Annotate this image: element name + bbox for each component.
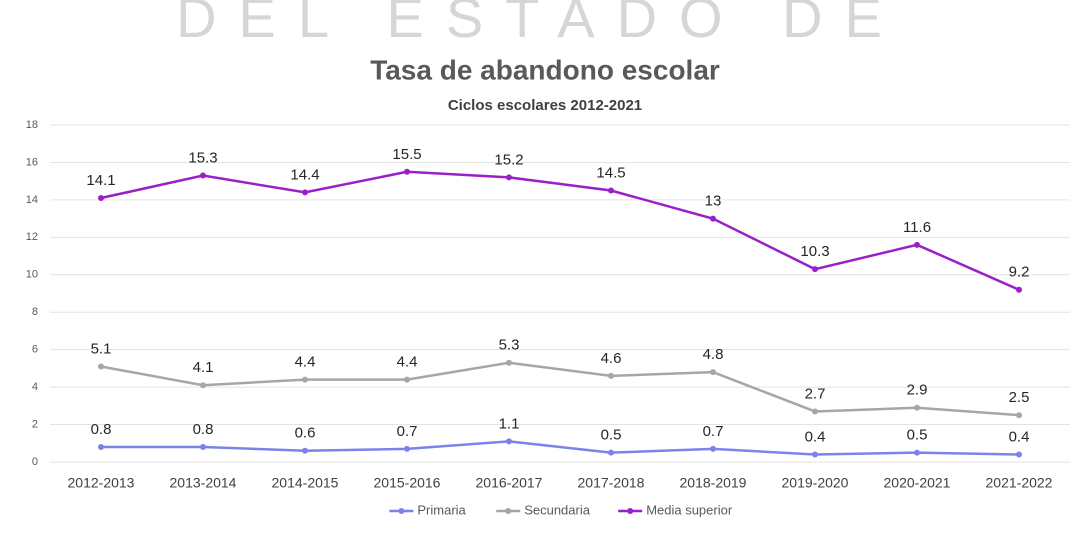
data-label: 11.6 [903, 219, 931, 236]
data-label: 0.4 [805, 428, 826, 445]
point [404, 168, 410, 175]
data-label: 5.1 [91, 340, 112, 357]
data-label: 0.7 [703, 423, 724, 440]
data-label: 1.1 [499, 415, 520, 432]
y-tick-label: 6 [32, 344, 38, 356]
x-tick-label: 2016-2017 [476, 475, 543, 491]
point [404, 445, 410, 452]
x-tick-label: 2015-2016 [374, 475, 441, 491]
point [710, 369, 716, 376]
y-tick-label: 2 [32, 418, 38, 430]
point [710, 445, 716, 452]
point [608, 187, 614, 194]
x-tick-label: 2018-2019 [680, 475, 747, 491]
point [200, 444, 206, 451]
data-label: 0.4 [1009, 428, 1030, 445]
data-label: 0.8 [91, 421, 112, 438]
y-tick-label: 14 [26, 194, 38, 206]
data-label: 15.5 [392, 146, 421, 163]
point [1016, 412, 1022, 419]
data-label: 0.5 [907, 427, 928, 444]
data-label: 0.7 [397, 423, 418, 440]
x-tick-label: 2020-2021 [884, 475, 951, 491]
point [1016, 286, 1022, 293]
y-tick-label: 8 [32, 306, 38, 318]
x-tick-label: 2014-2015 [272, 475, 339, 491]
data-label: 4.1 [193, 359, 214, 376]
y-tick-label: 0 [32, 456, 38, 468]
y-tick-label: 4 [32, 381, 38, 393]
data-label: 0.5 [601, 427, 622, 444]
data-label: 15.3 [188, 150, 217, 167]
data-label: 2.5 [1009, 389, 1030, 406]
data-label: 14.4 [290, 166, 319, 183]
point [302, 376, 308, 383]
point [302, 189, 308, 196]
x-tick-label: 2021-2022 [986, 475, 1053, 491]
y-tick-label: 10 [26, 269, 38, 281]
point [914, 404, 920, 411]
data-label: 2.7 [805, 385, 826, 402]
y-tick-label: 12 [26, 231, 38, 243]
point [98, 363, 104, 370]
x-tick-label: 2013-2014 [170, 475, 237, 491]
point [506, 174, 512, 181]
point [812, 408, 818, 415]
point [98, 195, 104, 202]
data-label: 9.2 [1009, 264, 1030, 281]
series-line [100, 170, 1020, 291]
data-label: 2.9 [907, 382, 928, 399]
point [506, 438, 512, 445]
chart-subtitle: Ciclos escolares 2012-2021 [448, 97, 642, 114]
data-label: 4.6 [601, 350, 622, 367]
x-tick-label: 2012-2013 [68, 475, 135, 491]
legend-marker [398, 508, 405, 514]
point [1016, 451, 1022, 458]
data-label: 0.8 [193, 421, 214, 438]
data-label: 0.6 [295, 425, 316, 442]
point [302, 447, 308, 454]
point [812, 266, 818, 273]
x-tick-label: 2017-2018 [578, 475, 645, 491]
data-label: 4.4 [397, 354, 418, 371]
point [812, 451, 818, 458]
point [200, 382, 206, 389]
data-label: 13 [705, 193, 722, 210]
series-line [100, 361, 1020, 417]
point [98, 444, 104, 451]
banner: DEL ESTADO DE [176, 0, 904, 49]
point [608, 449, 614, 456]
series-line [101, 440, 1020, 456]
data-label: 14.1 [86, 172, 115, 189]
legend-marker [505, 508, 512, 514]
point [506, 359, 512, 366]
point [608, 372, 614, 379]
data-label: 5.3 [499, 337, 520, 354]
legend-marker [627, 508, 634, 514]
point [404, 376, 410, 383]
point [710, 215, 716, 222]
legend-label: Primaria [417, 502, 466, 517]
chart-title: Tasa de abandono escolar [370, 54, 720, 85]
data-label: 15.2 [494, 151, 523, 168]
y-tick-label: 16 [26, 156, 38, 168]
data-label: 4.8 [703, 346, 724, 363]
y-tick-label: 18 [26, 119, 38, 131]
data-label: 10.3 [800, 243, 829, 260]
x-tick-label: 2019-2020 [782, 475, 849, 491]
point [914, 241, 920, 248]
data-label: 4.4 [295, 354, 316, 371]
point [200, 172, 206, 179]
legend-label: Secundaria [524, 502, 591, 517]
data-label: 14.5 [596, 164, 625, 181]
legend-label: Media superior [646, 502, 733, 517]
point [914, 449, 920, 456]
